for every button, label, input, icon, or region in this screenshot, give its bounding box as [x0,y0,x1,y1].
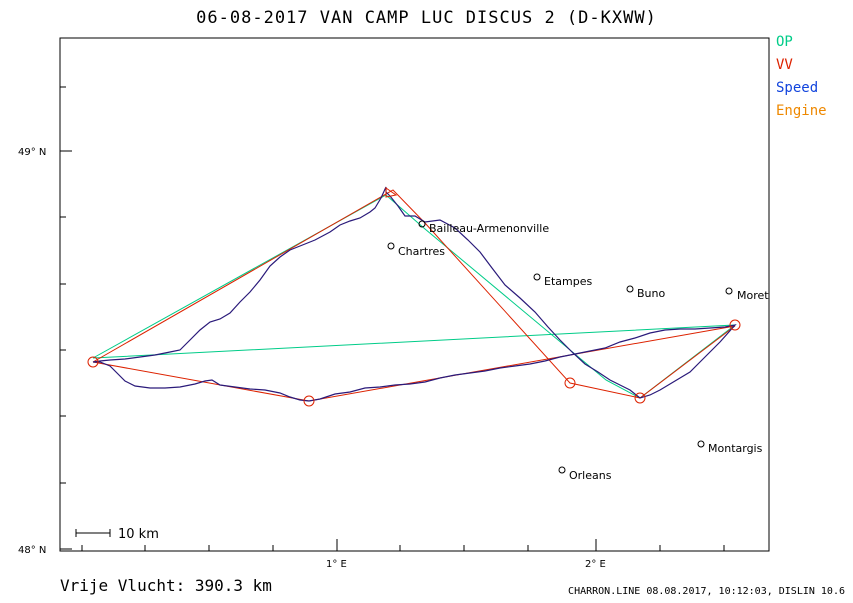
waypoint-turn [634,392,646,404]
waypoint-marker [385,187,398,198]
place-marker [697,440,705,448]
lat-label-48: 48° N [18,545,46,556]
map-frame [59,37,770,552]
place-label: Bailleau-Armenonville [429,222,549,235]
place-label: Orleans [569,469,612,482]
place-buno: Buno [626,285,665,300]
vv-route [92,189,736,402]
lon-label-1: 1° E [326,559,347,570]
place-marker [626,285,634,293]
place-marker [558,466,566,474]
place-montargis: Montargis [697,440,763,455]
waypoint-turn [303,395,315,407]
place-label: Moret [737,289,769,302]
place-label: Montargis [708,442,763,455]
place-orleans: Orleans [558,466,612,482]
waypoint-start [87,356,99,368]
place-moret: Moret [725,287,769,302]
place-marker [387,242,395,250]
scale-label: 10 km [118,527,159,542]
map-title: 06-08-2017 VAN CAMP LUC DISCUS 2 (D-KXWW… [196,8,657,28]
footer-info: CHARRON.LINE 08.08.2017, 10:12:03, DISLI… [568,586,845,597]
place-marker [418,220,426,228]
legend-op: OP [776,34,793,50]
place-marker [725,287,733,295]
place-label: Buno [637,287,665,300]
place-label: Chartres [398,245,445,258]
waypoint-turn [564,377,576,389]
place-label: Etampes [544,275,592,288]
place-bailleau: Bailleau-Armenonville [418,220,549,235]
lon-label-2: 2° E [585,559,606,570]
legend-vv: VV [776,57,793,73]
place-marker [533,273,541,281]
place-chartres: Chartres [387,242,445,258]
place-etampes: Etampes [533,273,592,288]
legend-engine: Engine [776,103,827,119]
lat-label-49: 49° N [18,147,46,158]
flight-track [92,186,737,402]
distance-label: Vrije Vlucht: 390.3 km [60,576,272,595]
waypoint-turn [729,319,741,331]
legend-speed: Speed [776,80,819,96]
